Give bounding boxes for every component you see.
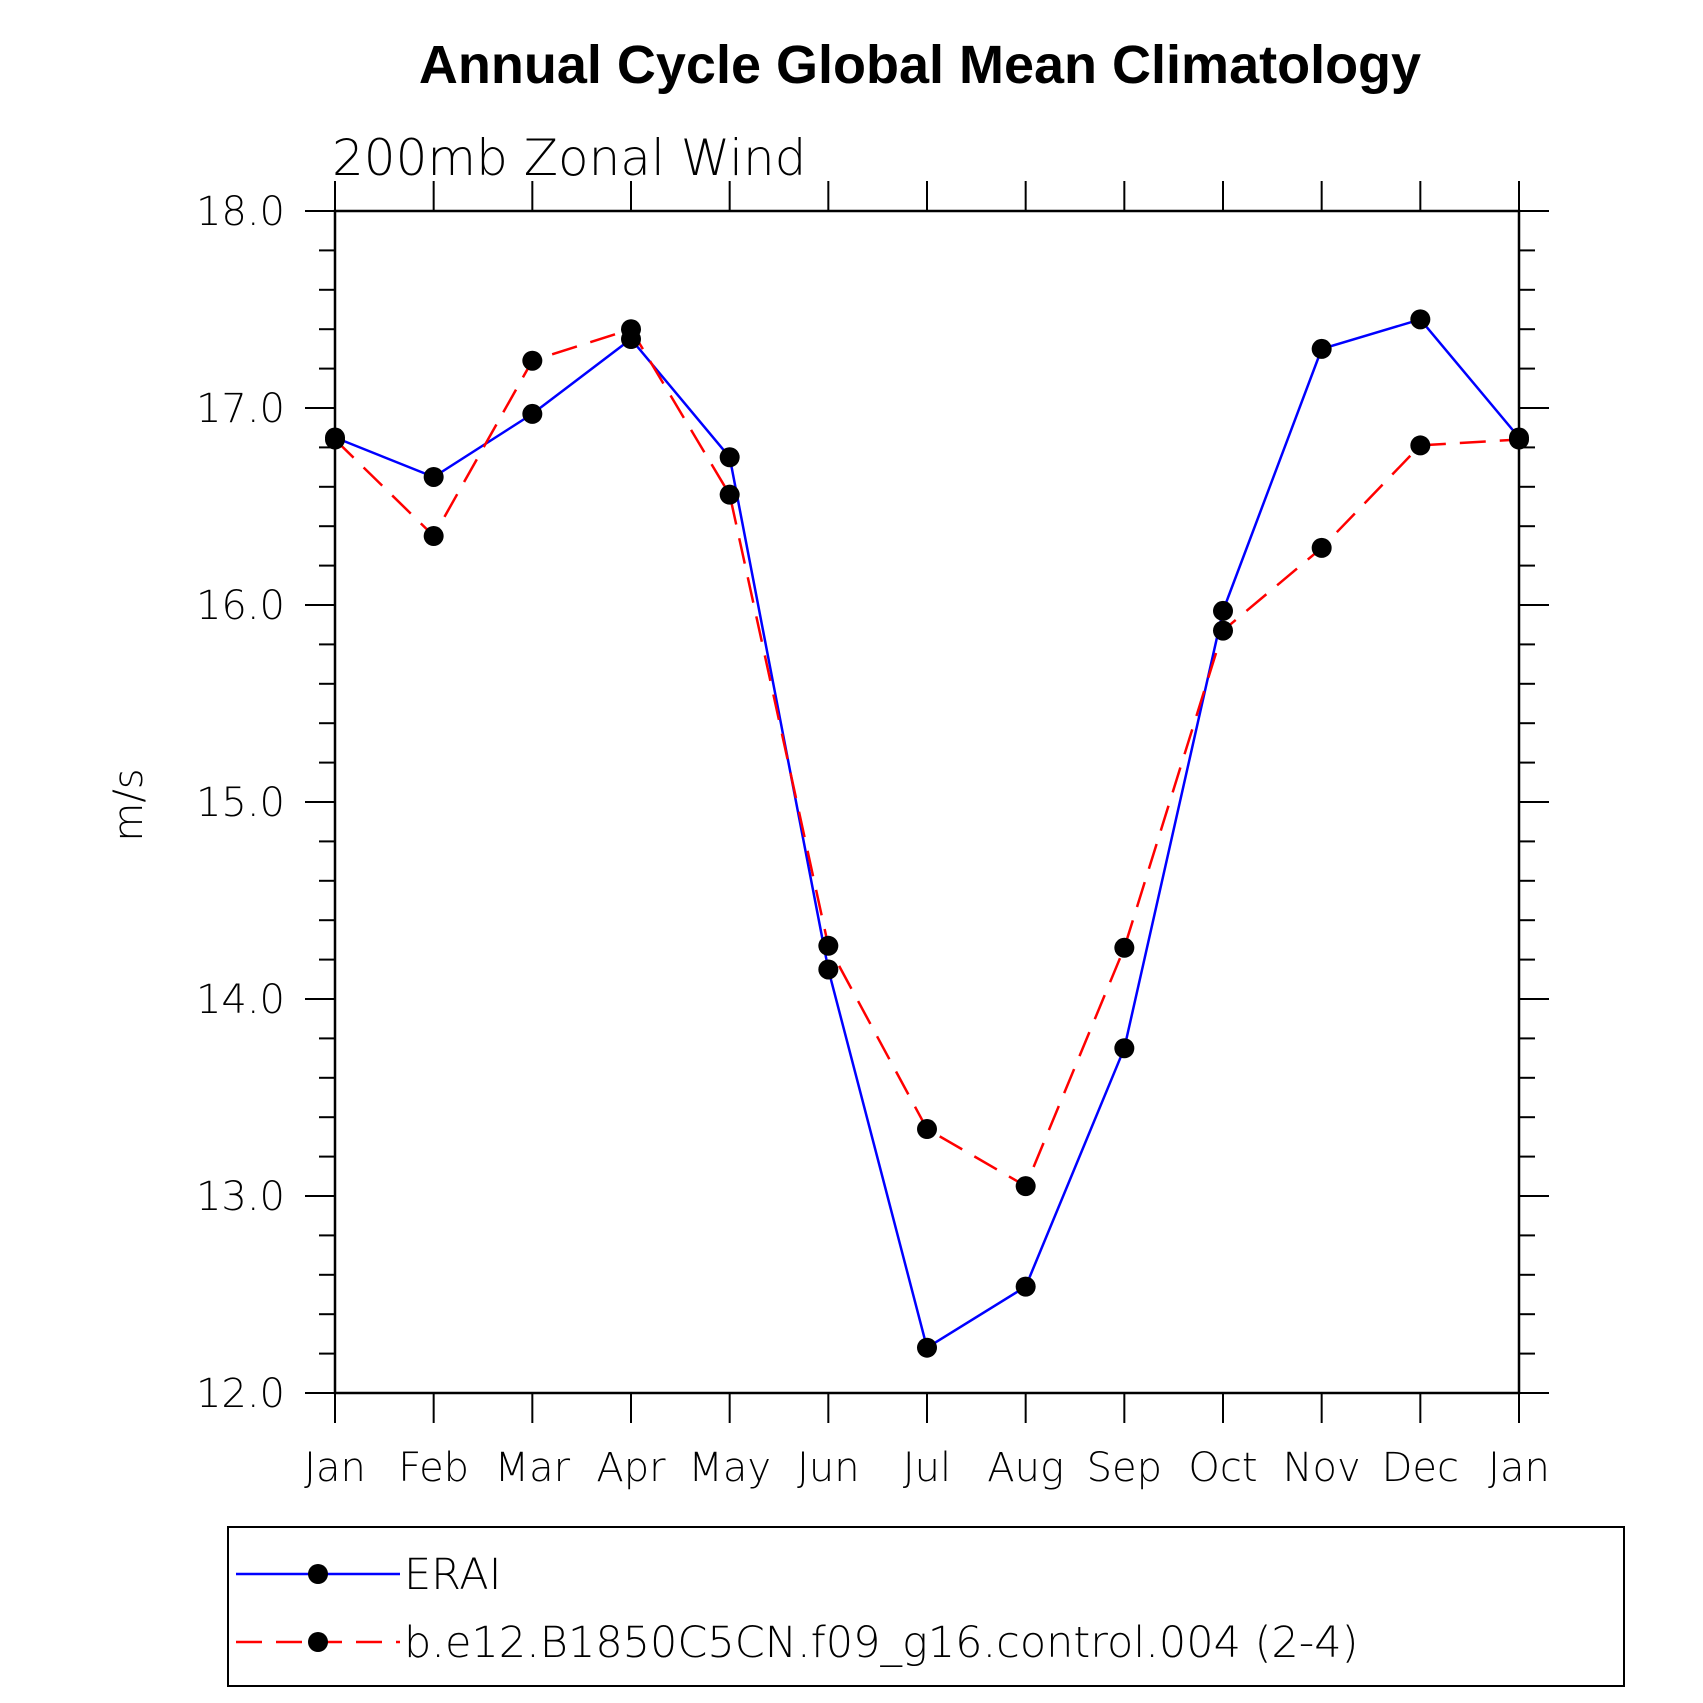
x-tick-label: Sep <box>1087 1445 1162 1491</box>
legend-marker <box>308 1564 328 1584</box>
data-point <box>423 466 444 487</box>
legend-label: ERAI <box>404 1550 501 1600</box>
data-point <box>1213 600 1233 621</box>
series-1-markers <box>325 309 1529 1358</box>
data-point <box>1114 937 1135 958</box>
x-tick-label: May <box>688 1445 771 1491</box>
plot-frame <box>333 209 1521 1395</box>
y-tick-label: 16.0 <box>196 583 285 629</box>
series-line <box>334 317 1520 1350</box>
x-tick-label: Nov <box>1283 1445 1361 1491</box>
data-point <box>719 484 740 505</box>
y-axis-label: m/s <box>106 768 152 841</box>
data-point <box>522 403 543 424</box>
y-tick-label: 15.0 <box>196 780 285 826</box>
y-tick-label: 14.0 <box>196 977 285 1023</box>
data-point <box>1213 620 1233 641</box>
data-point <box>917 1119 937 1140</box>
chart-title: Annual Cycle Global Mean Climatology <box>419 35 1421 95</box>
legend: ERAI b.e12.B1850C5CN.f09_g16.control.004 … <box>227 1526 1625 1687</box>
series-2-markers <box>325 319 1529 1197</box>
x-tick-label: Feb <box>398 1445 469 1491</box>
y-tick-label: 13.0 <box>196 1174 285 1220</box>
x-tick-label: Jun <box>797 1445 860 1491</box>
legend-label: b.e12.B1850C5CN.f09_g16.control.004 (2-4… <box>404 1618 1358 1668</box>
x-axis: Jan Feb Mar Apr May Jun Jul Aug Sep Oct Nov Dec Jan <box>304 181 1550 1491</box>
x-tick-label: Dec <box>1382 1445 1459 1491</box>
data-point <box>719 447 740 468</box>
y-tick-label: 12.0 <box>196 1371 285 1417</box>
x-tick-label: Mar <box>495 1445 571 1491</box>
data-point <box>1509 429 1529 450</box>
data-point <box>621 319 641 340</box>
x-tick-label: Apr <box>596 1445 666 1491</box>
data-point <box>1311 537 1332 558</box>
x-tick-label: Oct <box>1188 1445 1257 1491</box>
data-point <box>1311 338 1332 359</box>
legend-marker <box>308 1632 328 1652</box>
series-2 <box>334 327 1520 1188</box>
x-tick-label: Jan <box>304 1445 366 1491</box>
data-point <box>818 935 839 956</box>
x-tick-label: Aug <box>987 1445 1064 1491</box>
data-point <box>818 959 839 980</box>
y-tick-label: 18.0 <box>196 189 285 235</box>
x-tick-label: Jul <box>903 1445 951 1491</box>
series-1 <box>334 317 1520 1350</box>
y-tick-label: 17.0 <box>196 386 285 432</box>
data-point <box>1410 435 1431 456</box>
x-tick-label: Jan <box>1488 1445 1550 1491</box>
series-layer <box>325 309 1529 1358</box>
data-point <box>1015 1276 1036 1297</box>
y-axis: 12.0 13.0 14.0 15.0 16.0 17.0 18.0 <box>196 189 1549 1417</box>
series-line <box>334 327 1520 1188</box>
data-point <box>1114 1038 1135 1059</box>
data-point <box>423 526 444 547</box>
legend-box <box>227 1526 1625 1687</box>
plot-border <box>333 209 1521 1395</box>
chart-subtitle: 200mb Zonal Wind <box>332 129 806 187</box>
legend-items: ERAI b.e12.B1850C5CN.f09_g16.control.004 … <box>236 1550 1358 1668</box>
data-point <box>522 350 543 371</box>
data-point <box>917 1337 937 1358</box>
data-point <box>325 429 345 450</box>
data-point <box>1015 1176 1036 1197</box>
data-point <box>1410 309 1431 330</box>
